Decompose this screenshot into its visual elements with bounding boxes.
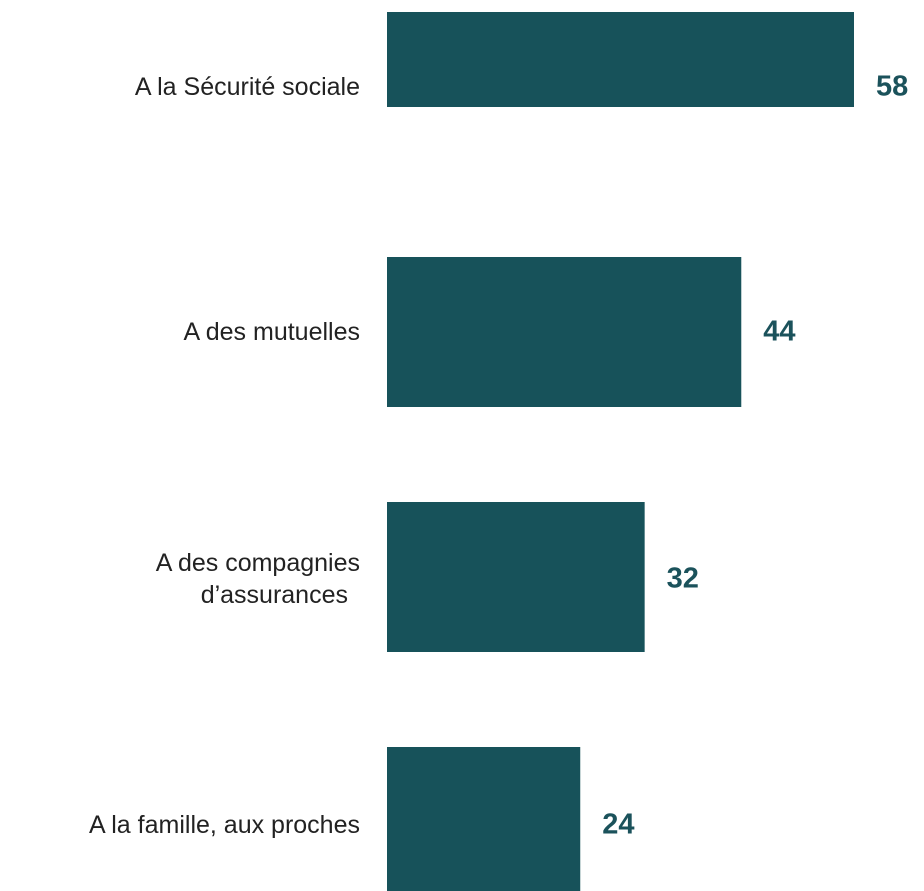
- value-label: 24: [602, 809, 634, 841]
- value-label: 32: [667, 563, 699, 595]
- bar: [387, 257, 742, 407]
- value-label: 44: [763, 316, 795, 348]
- bar: [387, 747, 581, 891]
- bar: [387, 12, 854, 107]
- category-label: A des compagnies d’assurances: [156, 549, 360, 609]
- bar: [387, 502, 645, 652]
- category-label: A des mutuelles: [184, 318, 361, 346]
- value-label: 58: [876, 71, 908, 103]
- category-label: A la Sécurité sociale: [135, 73, 360, 101]
- category-label: A la famille, aux proches: [89, 811, 360, 839]
